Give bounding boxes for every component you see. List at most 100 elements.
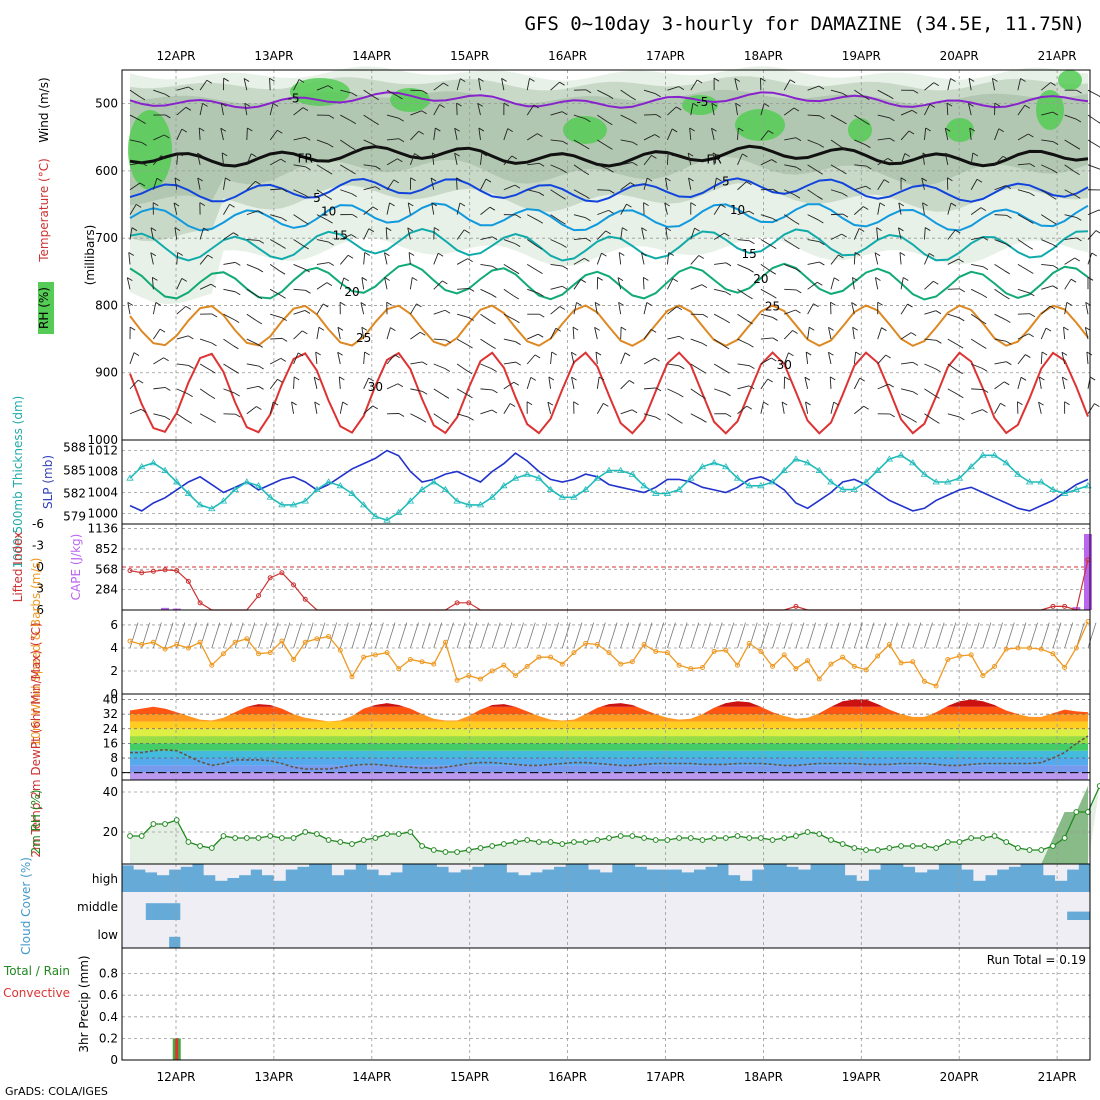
wind-barb [410,89,423,92]
wind-barb-flag [1051,220,1057,225]
wind-barb-flag [375,166,381,170]
thickness-marker [628,470,637,477]
wind-barb [176,622,186,649]
wind-barb [363,351,366,365]
li-marker [466,600,472,606]
wind-barb-flag [619,252,625,256]
wind-barb-flag [585,118,591,123]
wind-barb [153,89,165,95]
rh-marker [349,841,355,847]
wind-barb-flag [220,127,227,132]
thickness-marker [979,451,987,458]
wind-barb [197,153,201,165]
wind-speed-marker [256,651,262,657]
wind-barb-flag [572,326,579,331]
wind-barb-flag [326,170,333,175]
wind-barb [129,408,142,415]
wind-barb-flag [185,305,192,310]
wind-barb [760,622,770,649]
wind-speed-marker [139,642,145,648]
wind-barb-flag [925,127,931,132]
thickness-marker [546,485,555,493]
wind-barb [407,227,411,240]
wind-barb-flag [690,202,697,207]
cloud-gap [880,892,893,920]
wind-barb-flag [874,252,881,257]
wind-barb [1017,104,1026,116]
wind-speed-marker [594,642,600,648]
wind-barb [665,227,668,240]
isotherm-label: 15 [333,228,348,242]
cloud-gap [460,864,473,870]
rh-marker [699,837,706,843]
thickness-marker [406,497,415,504]
wind-barb-flag [833,401,839,406]
wind-speed-marker [150,639,156,645]
wind-barb-flag [580,279,587,283]
wind-barb [340,189,352,195]
wind-barb-flag [485,178,492,183]
wind-barb [246,288,258,297]
wind-barb [1041,111,1054,116]
wind-barb [477,103,481,116]
thickness-marker [815,466,823,473]
wind-barb [947,363,958,372]
wind-barb-flag [598,376,605,381]
wind-barb [129,89,141,98]
wind-barb-flag [372,405,378,410]
wind-barb-flag [315,351,321,356]
wind-barb-flag [503,102,510,107]
wind-barb [314,401,318,414]
rh-marker [185,839,192,845]
wind-barb [223,338,234,347]
wind-barb-flag [702,314,709,318]
thickness-marker [757,482,765,489]
wind-barb [456,413,469,418]
wind-barb [781,401,785,414]
wind-barb-flag [327,219,333,224]
cloud-gap [460,892,473,920]
wind-barb [223,177,226,190]
rh-marker [676,835,682,841]
wind-barb [293,310,306,315]
wind-barb-flag [1075,118,1082,123]
wind-barb-flag [734,78,741,82]
wind-barb [456,338,468,346]
rh-marker [290,835,297,841]
wind-speed-marker [326,633,332,639]
wind-barb-flag [1062,376,1068,381]
thickness-marker [336,482,344,489]
wind-barb-flag [352,214,358,218]
isotherm-line [129,91,1089,110]
li-marker [1062,603,1068,609]
wind-barb-flag [818,85,825,90]
rh-marker [839,841,846,847]
wind-barb-flag [421,390,428,395]
wind-barb-flag [1076,217,1082,221]
wind-barb [620,409,633,415]
wind-barb-flag [594,327,600,331]
wind-speed-marker [805,658,811,664]
cloud-gap [810,892,823,920]
wind-barb-flag [1049,305,1056,310]
cloud-gap [285,864,298,870]
rh-marker [863,847,869,853]
wind-barb [503,264,515,272]
wind-speed-marker [524,663,530,669]
wind-barb-flag [912,391,918,396]
rh-marker [571,839,577,845]
wind-barb-flag [772,337,779,342]
wind-barb-flag [221,152,228,157]
wind-barb-flag [467,344,473,349]
wind-barb [760,401,764,414]
wind-barb [900,303,908,315]
wind-tick: 0 [110,687,118,701]
cloud-gap [751,892,764,920]
cloud-gap [961,892,974,920]
wind-barb [618,252,622,265]
cloud-gap [390,892,403,920]
wind-speed-marker [477,676,483,682]
wind-barb [900,130,910,141]
wind-barb-flag [735,102,741,107]
wind-barb-flag [763,103,770,107]
